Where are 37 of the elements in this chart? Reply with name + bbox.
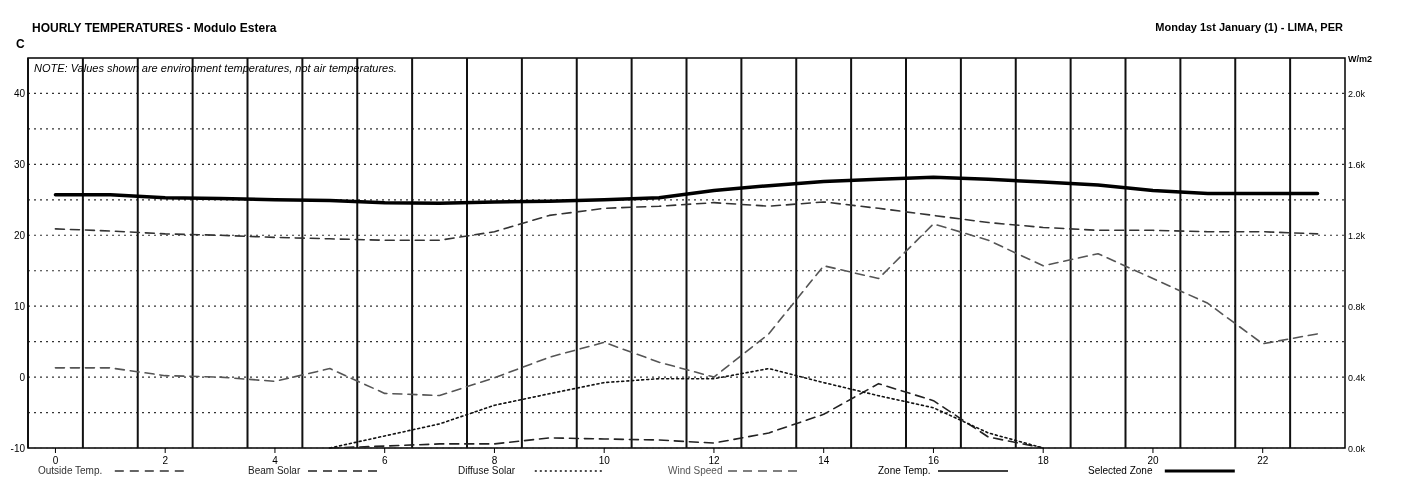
text: Selected Zone: [1088, 465, 1153, 476]
chart-subtitle: Monday 1st January (1) - LIMA, PER: [1155, 21, 1344, 33]
text: Outside Temp.: [38, 465, 103, 476]
y-tick-label: 20: [13, 229, 26, 241]
y-tick-label: 0: [19, 371, 26, 383]
y2-tick-label: 0.0k: [1348, 443, 1366, 454]
x-tick-label: 10: [598, 455, 611, 466]
y2-tick-label: 0.4k: [1348, 372, 1366, 383]
x-tick-label: 8: [491, 455, 498, 466]
text: Wind Speed: [668, 465, 723, 476]
x-tick-label: 12: [708, 455, 720, 466]
text: Diffuse Solar: [458, 465, 516, 476]
x-tick-label: 18: [1037, 455, 1050, 466]
line-series: [54, 223, 1319, 397]
line-series: [53, 175, 1320, 206]
y-axis-title: C: [16, 37, 25, 51]
y-tick-label: 40: [13, 87, 26, 99]
x-tick-label: 22: [1257, 455, 1269, 466]
x-tick-label: 14: [818, 455, 830, 466]
chart-title: HOURLY TEMPERATURES - Modulo Estera: [32, 20, 277, 35]
x-tick-label: 20: [1147, 455, 1159, 466]
line-series: [329, 382, 1044, 449]
y-tick-label: 30: [13, 158, 26, 170]
y2-tick-label: 2.0k: [1348, 88, 1366, 99]
y-tick-label: -10: [10, 442, 26, 454]
x-tick-label: 0: [52, 455, 59, 466]
x-tick-label: 16: [927, 455, 940, 466]
x-tick-label: 6: [381, 455, 388, 466]
y2-tick-label: 1.6k: [1348, 159, 1366, 170]
text: Beam Solar: [248, 465, 301, 476]
x-tick-label: 4: [272, 455, 279, 466]
y2-axis-title: W/m2: [1348, 54, 1373, 64]
legend-label: Zone Temp.: [878, 465, 931, 476]
x-tick-label: 2: [162, 455, 169, 466]
y2-tick-label: 1.2k: [1348, 230, 1366, 241]
y-tick-label: 10: [13, 300, 26, 312]
y2-tick-label: 0.8k: [1348, 301, 1366, 312]
